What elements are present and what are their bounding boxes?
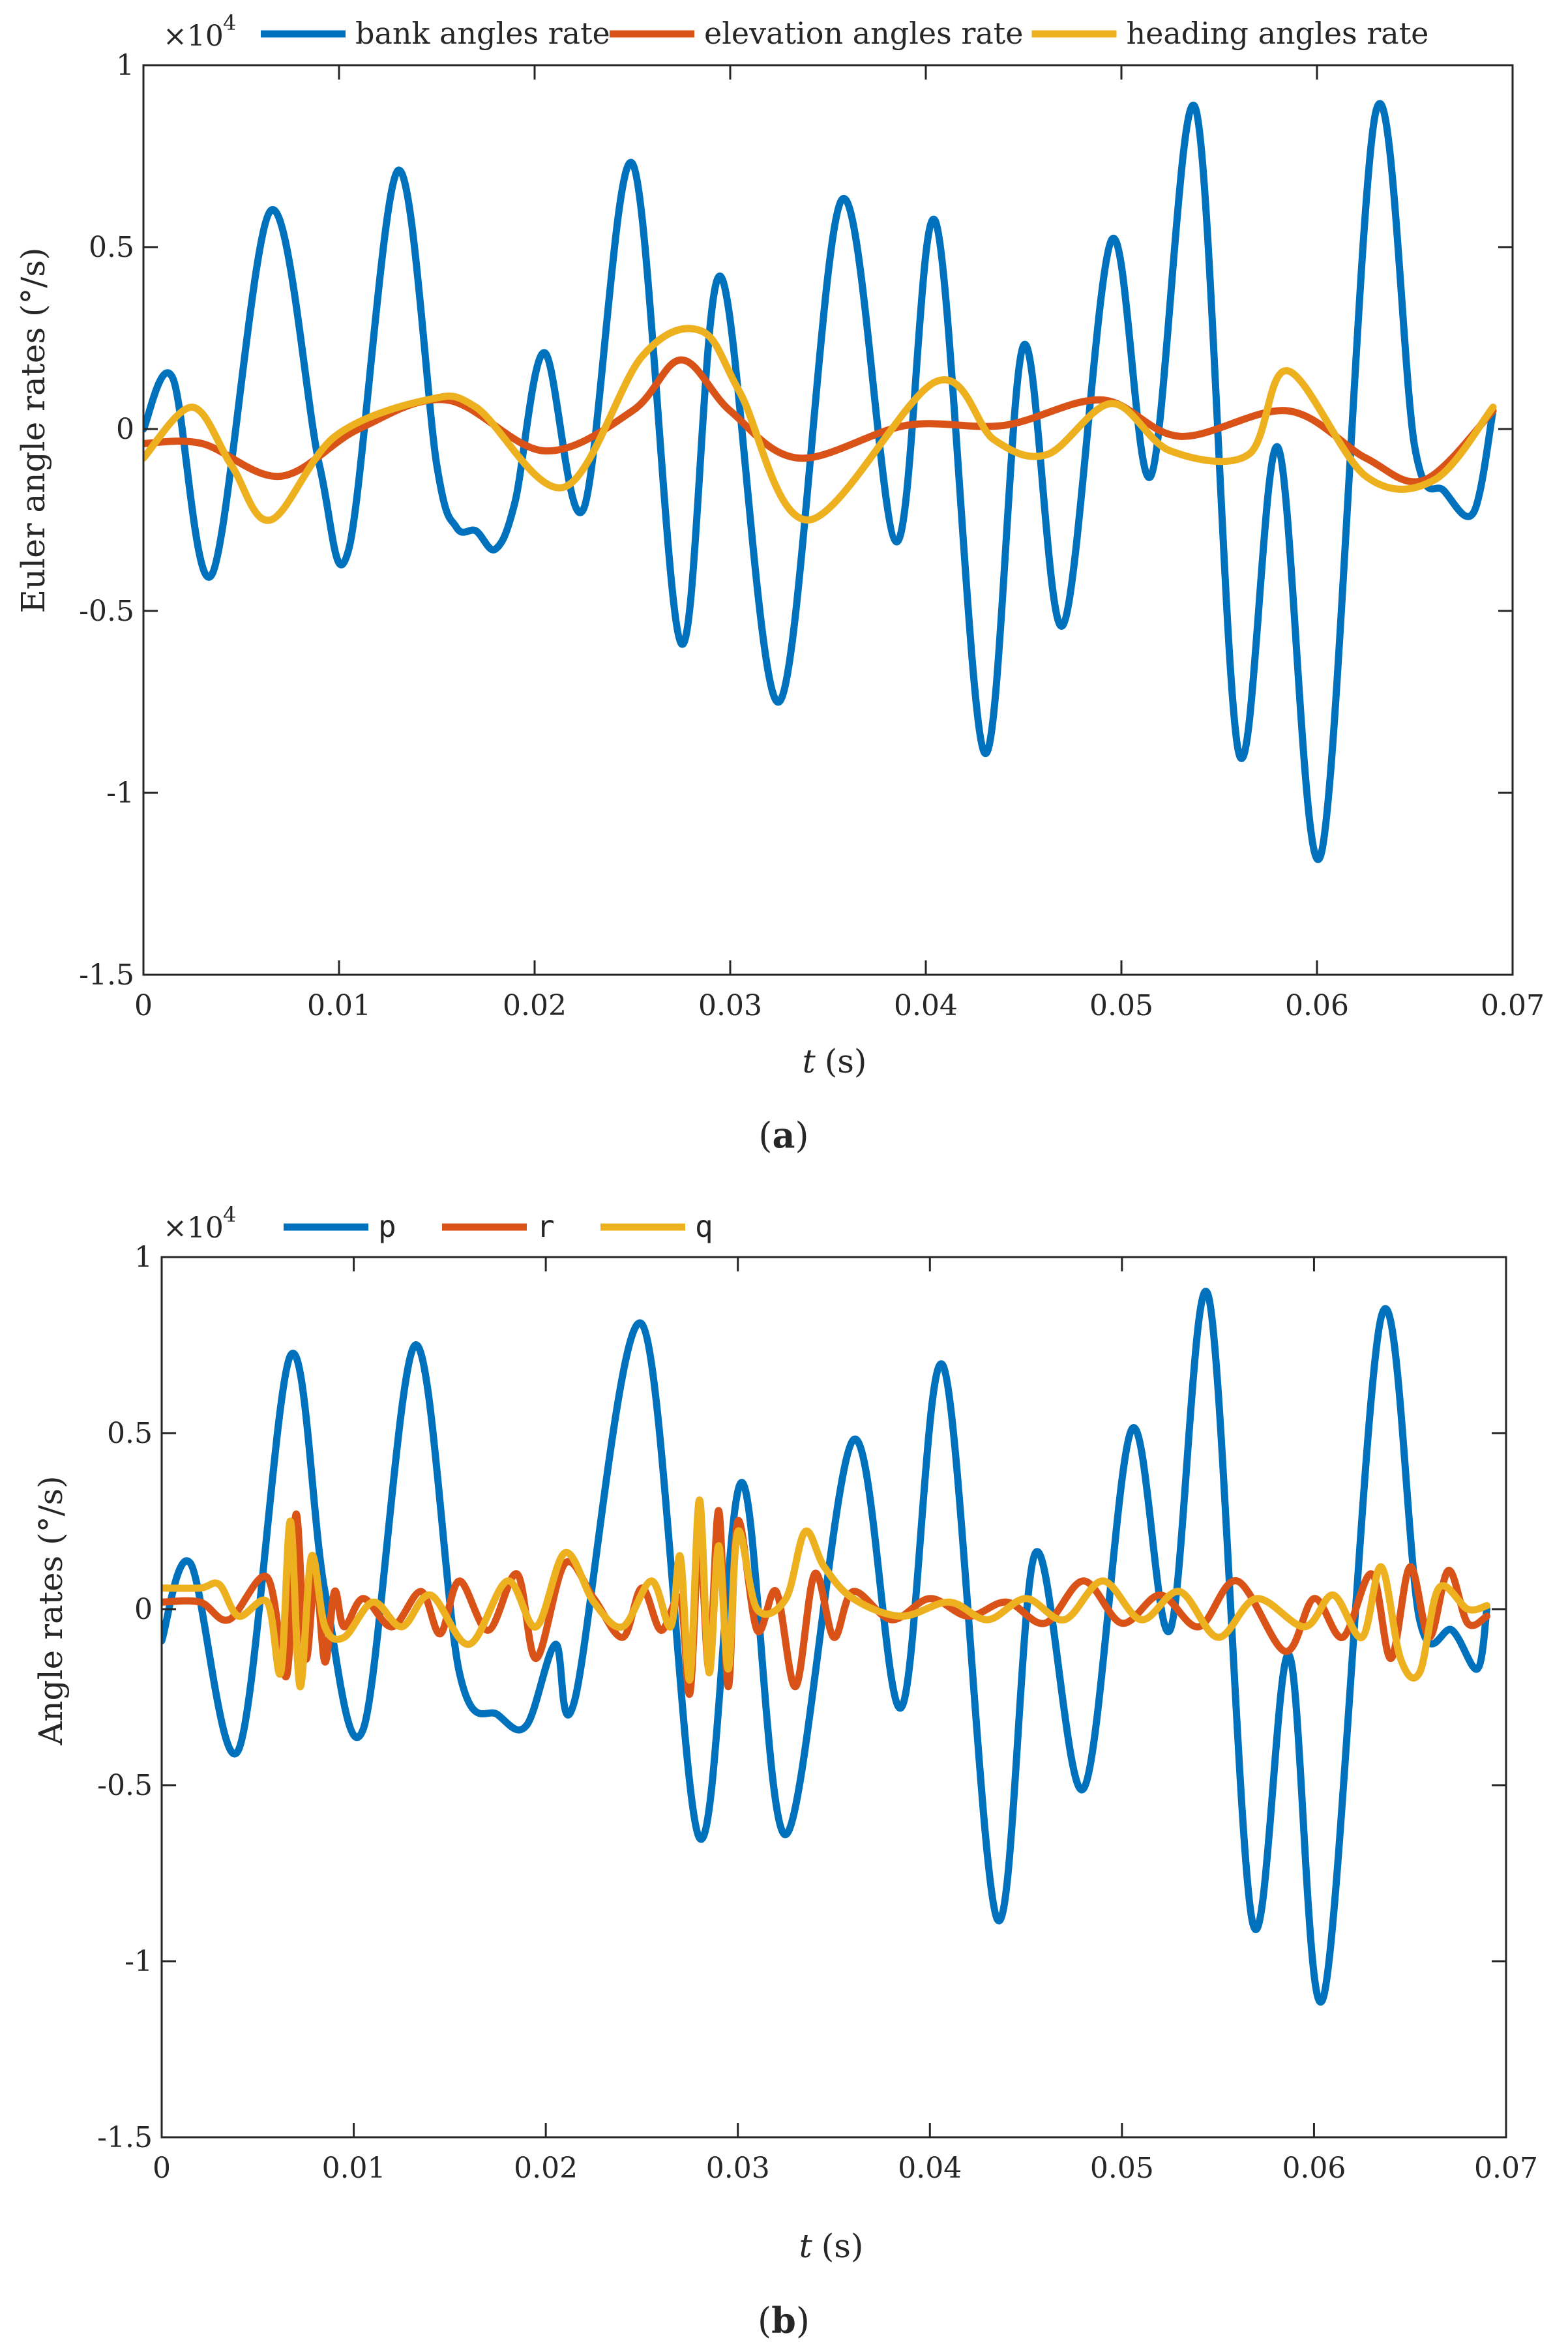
y-tick-label: -1.5: [79, 958, 134, 992]
x-tick-label: 0.05: [1090, 2152, 1154, 2185]
y-tick-label: -1.5: [97, 2121, 153, 2154]
y-tick-label: 1: [134, 1241, 153, 1274]
legend-entry: heading angles rate: [1031, 16, 1429, 51]
chart-b: ×10 4 p r q 0 0.01 0.02 0.03 0.04 0.05 0.06 0.07 1…: [32, 1202, 1538, 2341]
svg-text:×10: ×10: [163, 20, 224, 53]
y-axis-title-b: Angle rates (°/s): [32, 1475, 70, 1745]
series-line-p: [162, 1288, 1490, 2006]
x-tick-label: 0.01: [307, 989, 371, 1022]
x-tick-label: 0.02: [503, 989, 567, 1022]
x-tick-label: 0.04: [898, 2152, 962, 2185]
legend-label: elevation angles rate: [704, 16, 1024, 51]
legend-entry: r: [442, 1209, 555, 1244]
axes-b: 0 0.01 0.02 0.03 0.04 0.05 0.06 0.07 1 0.5 0 -0.5 -1…: [97, 1241, 1538, 2185]
caption-b: (b): [758, 2300, 810, 2341]
plot-area-b: [162, 1288, 1490, 2006]
y-tick-label: 0.5: [89, 231, 134, 264]
x-tick-label: 0.07: [1481, 989, 1545, 1022]
x-tick-label: 0.07: [1474, 2152, 1538, 2185]
x-tick-label: 0.03: [698, 989, 762, 1022]
legend-label: bank angles rate: [355, 16, 610, 51]
axes-box: [142, 64, 1514, 976]
y-tick-label: -1: [125, 1945, 153, 1978]
x-tick-label: 0: [153, 2152, 171, 2185]
y-multiplier-b: ×10 4: [163, 1202, 236, 1245]
x-tick-label: 0.06: [1285, 989, 1349, 1022]
x-tick-label: 0.04: [894, 989, 958, 1022]
y-tick-label: -0.5: [97, 1769, 153, 1802]
axes-a: 0 0.01 0.02 0.03 0.04 0.05 0.06 0.07 1 0.5 0 -0.5 -1…: [79, 49, 1545, 1022]
y-tick-label: 0.5: [107, 1417, 153, 1450]
legend-entry: p: [284, 1209, 396, 1244]
x-tick-label: 0.03: [706, 2152, 770, 2185]
legend-entry: bank angles rate: [261, 16, 610, 51]
legend-a: bank angles rate elevation angles rate hea…: [261, 16, 1428, 51]
legend-label: p: [378, 1209, 396, 1244]
legend-label: r: [537, 1209, 555, 1244]
y-tick-label: 0: [134, 1593, 153, 1626]
legend-label: heading angles rate: [1127, 16, 1429, 51]
series-line-r: [162, 1507, 1490, 1698]
y-tick-label: -1: [106, 777, 134, 810]
chart-a: ×10 4 bank angles rate elevation angles r…: [14, 10, 1545, 1156]
x-tick-label: 0.02: [514, 2152, 578, 2185]
y-tick-label: 1: [116, 49, 134, 82]
x-tick-label: 0.06: [1282, 2152, 1346, 2185]
svg-text:4: 4: [223, 1202, 236, 1227]
x-tick-label: 0: [134, 989, 153, 1022]
caption-a: (a): [758, 1114, 808, 1156]
x-axis-title-a: t (s): [803, 1043, 867, 1080]
y-tick-label: 0: [116, 413, 134, 446]
svg-text:4: 4: [223, 10, 236, 35]
legend-label: q: [695, 1209, 713, 1244]
series-line-bank-angles-rate: [143, 100, 1497, 863]
x-tick-label: 0.05: [1089, 989, 1153, 1022]
y-tick-label: -0.5: [79, 595, 134, 628]
y-multiplier-a: ×10 4: [163, 10, 236, 53]
svg-text:×10: ×10: [163, 1211, 224, 1245]
plot-area-a: [143, 100, 1497, 863]
series-line-heading-angles-rate: [143, 325, 1497, 524]
series-line-elevation-angles-rate: [143, 356, 1497, 486]
legend-entry: q: [600, 1209, 713, 1244]
y-axis-title-a: Euler angle rates (°/s): [14, 247, 52, 613]
legend-entry: elevation angles rate: [610, 16, 1024, 51]
axes-box: [160, 1256, 1507, 2139]
series-line-q: [162, 1496, 1490, 1691]
x-axis-title-b: t (s): [799, 2227, 864, 2265]
x-tick-label: 0.01: [322, 2152, 386, 2185]
